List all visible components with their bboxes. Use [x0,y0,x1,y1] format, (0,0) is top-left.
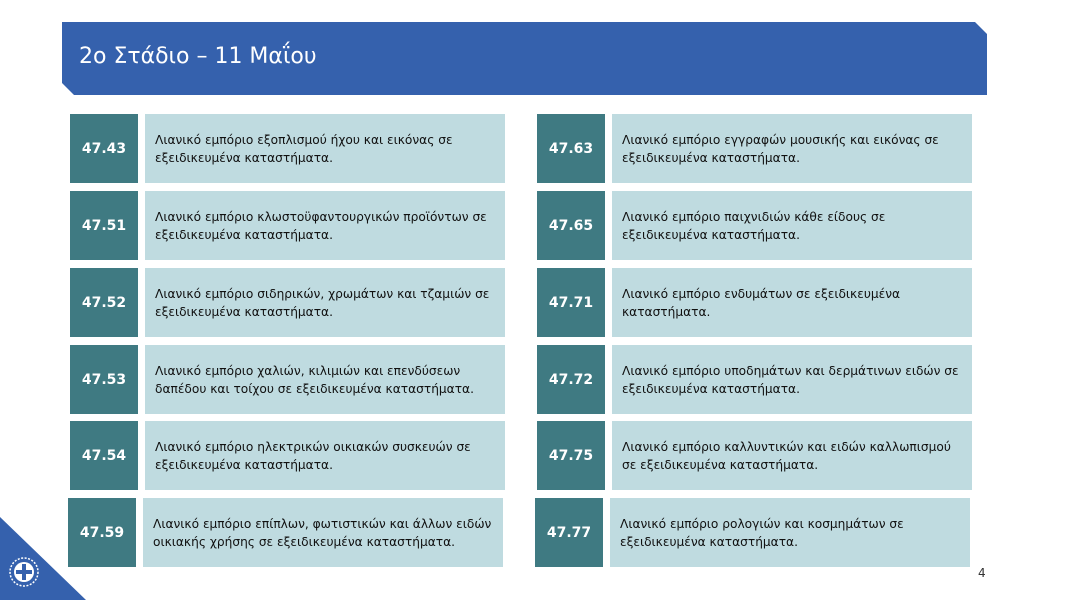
slide-title: 2ο Στάδιο – 11 Μαΐου [79,44,317,69]
activity-description: Λιανικό εμπόριο σιδηρικών, χρωμάτων και … [145,268,505,337]
activity-description: Λιανικό εμπόριο επίπλων, φωτιστικών και … [143,498,503,567]
activity-code: 47.77 [535,498,603,567]
activity-description: Λιανικό εμπόριο ρολογιών και κοσμημάτων … [610,498,970,567]
activity-description: Λιανικό εμπόριο ηλεκτρικών οικιακών συσκ… [145,421,505,490]
activity-code: 47.53 [70,345,138,414]
activity-code: 47.52 [70,268,138,337]
activity-description: Λιανικό εμπόριο εγγραφών μουσικής και ει… [612,114,972,183]
activity-description: Λιανικό εμπόριο εξοπλισμού ήχου και εικό… [145,114,505,183]
activity-code: 47.63 [537,114,605,183]
greek-coat-of-arms-icon [9,557,39,587]
slide-header: 2ο Στάδιο – 11 Μαΐου [62,22,987,95]
activity-description: Λιανικό εμπόριο καλλυντικών και ειδών κα… [612,421,972,490]
activity-description: Λιανικό εμπόριο χαλιών, κιλιμιών και επε… [145,345,505,414]
activity-code: 47.59 [68,498,136,567]
activity-description: Λιανικό εμπόριο ενδυμάτων σε εξειδικευμέ… [612,268,972,337]
page-number: 4 [978,566,986,580]
activity-code: 47.75 [537,421,605,490]
activity-description: Λιανικό εμπόριο παιχνιδιών κάθε είδους σ… [612,191,972,260]
activity-code: 47.72 [537,345,605,414]
activity-code: 47.65 [537,191,605,260]
activity-description: Λιανικό εμπόριο κλωστοϋφαντουργικών προϊ… [145,191,505,260]
activity-code: 47.43 [70,114,138,183]
activity-description: Λιανικό εμπόριο υποδημάτων και δερμάτινω… [612,345,972,414]
activity-code: 47.51 [70,191,138,260]
activity-code: 47.71 [537,268,605,337]
activity-code: 47.54 [70,421,138,490]
